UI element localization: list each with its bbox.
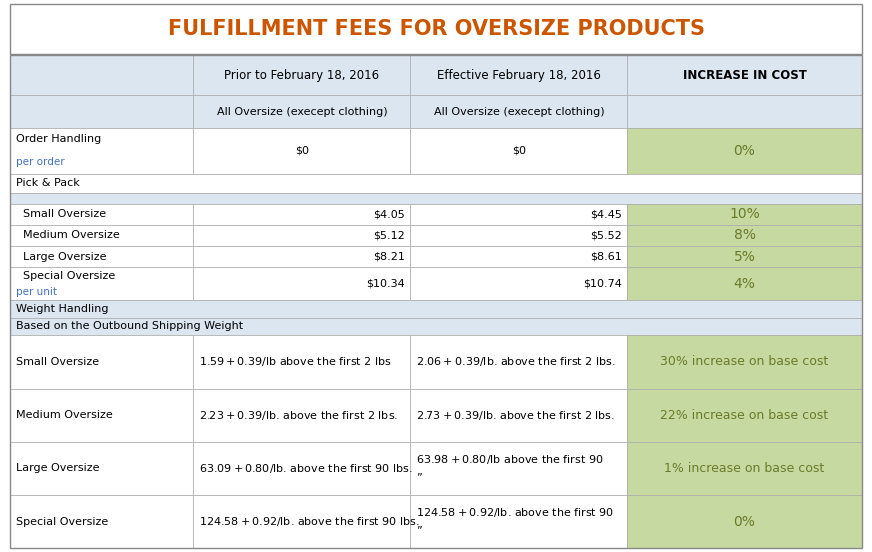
FancyBboxPatch shape	[10, 4, 862, 54]
Text: 22% increase on base cost: 22% increase on base cost	[660, 408, 828, 422]
FancyBboxPatch shape	[628, 225, 862, 246]
Text: Effective February 18, 2016: Effective February 18, 2016	[437, 69, 601, 82]
Text: 10%: 10%	[729, 207, 760, 221]
Text: 5%: 5%	[733, 250, 755, 264]
FancyBboxPatch shape	[194, 55, 411, 95]
Text: $0: $0	[295, 146, 309, 156]
FancyBboxPatch shape	[628, 128, 862, 174]
Text: All Oversize (execept clothing): All Oversize (execept clothing)	[433, 107, 604, 116]
Text: 0%: 0%	[733, 144, 755, 158]
FancyBboxPatch shape	[194, 128, 411, 174]
Text: Special Oversize: Special Oversize	[16, 270, 115, 280]
Text: Order Handling: Order Handling	[16, 135, 101, 145]
Text: Large Oversize: Large Oversize	[16, 252, 106, 262]
FancyBboxPatch shape	[194, 204, 411, 225]
FancyBboxPatch shape	[10, 336, 194, 389]
Text: 1% increase on base cost: 1% increase on base cost	[664, 462, 825, 475]
FancyBboxPatch shape	[194, 267, 411, 300]
Text: Large Oversize: Large Oversize	[16, 463, 99, 474]
FancyBboxPatch shape	[411, 204, 628, 225]
Text: $4.45: $4.45	[590, 209, 623, 219]
Text: ”: ”	[416, 472, 421, 482]
Text: per order: per order	[16, 157, 65, 167]
FancyBboxPatch shape	[628, 95, 862, 128]
FancyBboxPatch shape	[411, 95, 628, 128]
FancyBboxPatch shape	[10, 246, 194, 267]
Text: Small Oversize: Small Oversize	[16, 357, 99, 367]
Text: Medium Oversize: Medium Oversize	[16, 231, 119, 241]
FancyBboxPatch shape	[411, 225, 628, 246]
Text: $124.58 + $0.92/lb. above the first 90 lbs.: $124.58 + $0.92/lb. above the first 90 l…	[199, 515, 419, 528]
FancyBboxPatch shape	[10, 267, 194, 300]
FancyBboxPatch shape	[628, 336, 862, 389]
FancyBboxPatch shape	[628, 246, 862, 267]
Text: $2.06 + $0.39/lb. above the first 2 lbs.: $2.06 + $0.39/lb. above the first 2 lbs.	[416, 355, 616, 368]
Text: 0%: 0%	[733, 514, 755, 528]
FancyBboxPatch shape	[194, 389, 411, 442]
Text: Pick & Pack: Pick & Pack	[16, 178, 79, 188]
Text: $8.21: $8.21	[373, 252, 405, 262]
Text: $4.05: $4.05	[373, 209, 405, 219]
FancyBboxPatch shape	[10, 389, 194, 442]
Text: $124.58 + $0.92/lb. above the first 90: $124.58 + $0.92/lb. above the first 90	[416, 506, 614, 519]
FancyBboxPatch shape	[194, 336, 411, 389]
Text: Weight Handling: Weight Handling	[16, 304, 108, 314]
FancyBboxPatch shape	[194, 246, 411, 267]
FancyBboxPatch shape	[10, 128, 194, 174]
FancyBboxPatch shape	[411, 442, 628, 495]
FancyBboxPatch shape	[628, 267, 862, 300]
FancyBboxPatch shape	[628, 442, 862, 495]
FancyBboxPatch shape	[628, 495, 862, 548]
FancyBboxPatch shape	[10, 193, 862, 204]
Text: $10.34: $10.34	[366, 279, 405, 289]
Text: $8.61: $8.61	[590, 252, 623, 262]
Text: $1.59+$0.39/lb above the first 2 lbs: $1.59+$0.39/lb above the first 2 lbs	[199, 355, 392, 368]
Text: $2.23 + $0.39/lb. above the first 2 lbs.: $2.23 + $0.39/lb. above the first 2 lbs.	[199, 408, 398, 422]
FancyBboxPatch shape	[411, 55, 628, 95]
FancyBboxPatch shape	[411, 267, 628, 300]
FancyBboxPatch shape	[10, 204, 194, 225]
Text: INCREASE IN COST: INCREASE IN COST	[683, 69, 807, 82]
Text: Prior to February 18, 2016: Prior to February 18, 2016	[224, 69, 379, 82]
FancyBboxPatch shape	[10, 442, 194, 495]
Text: Medium Oversize: Medium Oversize	[16, 410, 112, 420]
Text: $2.73 + $0.39/lb. above the first 2 lbs.: $2.73 + $0.39/lb. above the first 2 lbs.	[416, 408, 615, 422]
FancyBboxPatch shape	[10, 317, 862, 336]
FancyBboxPatch shape	[411, 336, 628, 389]
FancyBboxPatch shape	[628, 389, 862, 442]
Text: 30% increase on base cost: 30% increase on base cost	[660, 355, 828, 368]
Text: All Oversize (execept clothing): All Oversize (execept clothing)	[216, 107, 387, 116]
FancyBboxPatch shape	[194, 495, 411, 548]
Text: Small Oversize: Small Oversize	[16, 209, 106, 219]
FancyBboxPatch shape	[411, 389, 628, 442]
Text: $0: $0	[512, 146, 526, 156]
FancyBboxPatch shape	[411, 246, 628, 267]
FancyBboxPatch shape	[10, 95, 194, 128]
Text: 8%: 8%	[733, 229, 755, 242]
FancyBboxPatch shape	[628, 204, 862, 225]
Text: $5.52: $5.52	[590, 231, 623, 241]
Text: $63.09+ $0.80/lb. above the first 90 lbs.: $63.09+ $0.80/lb. above the first 90 lbs…	[199, 462, 412, 475]
Text: per unit: per unit	[16, 287, 57, 297]
FancyBboxPatch shape	[194, 225, 411, 246]
FancyBboxPatch shape	[10, 55, 194, 95]
Text: 4%: 4%	[733, 277, 755, 291]
FancyBboxPatch shape	[10, 495, 194, 548]
FancyBboxPatch shape	[628, 55, 862, 95]
FancyBboxPatch shape	[10, 225, 194, 246]
Text: Special Oversize: Special Oversize	[16, 517, 108, 527]
Text: $63.98 + $0.80/lb above the first 90: $63.98 + $0.80/lb above the first 90	[416, 453, 603, 466]
FancyBboxPatch shape	[10, 300, 862, 317]
FancyBboxPatch shape	[194, 95, 411, 128]
Text: ”: ”	[416, 526, 421, 535]
FancyBboxPatch shape	[194, 442, 411, 495]
Text: $10.74: $10.74	[583, 279, 623, 289]
FancyBboxPatch shape	[411, 128, 628, 174]
Text: $5.12: $5.12	[373, 231, 405, 241]
FancyBboxPatch shape	[10, 174, 862, 193]
Text: FULFILLMENT FEES FOR OVERSIZE PRODUCTS: FULFILLMENT FEES FOR OVERSIZE PRODUCTS	[167, 19, 705, 39]
FancyBboxPatch shape	[411, 495, 628, 548]
Text: Based on the Outbound Shipping Weight: Based on the Outbound Shipping Weight	[16, 321, 242, 332]
